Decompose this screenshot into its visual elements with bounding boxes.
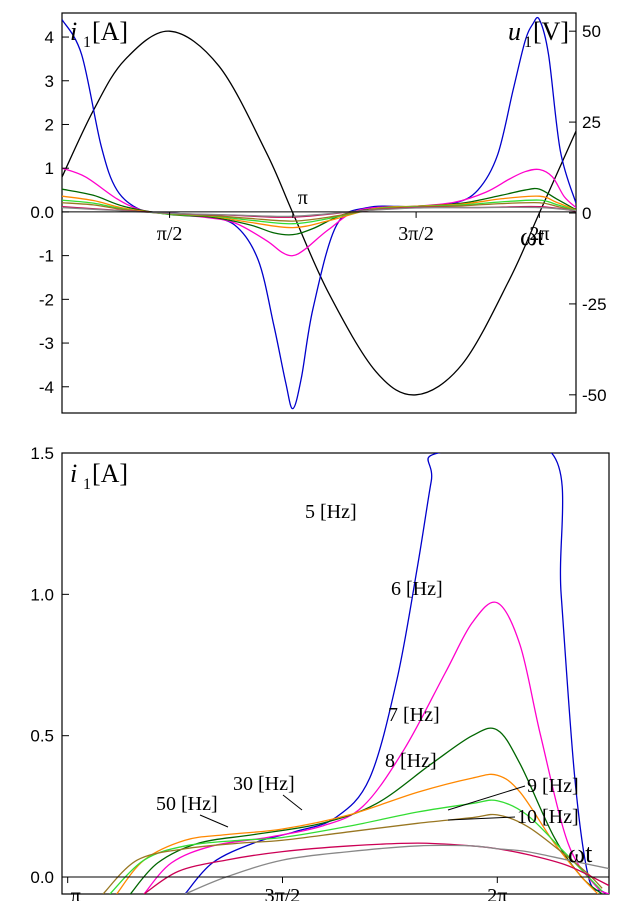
top-y-right-tick-label: -50 [582,386,607,405]
top-chart: 4 3 2 1 0.0 -1 -2 -3 -4 50 25 0 -25 -50 π/2 π 3π/2 2π i 1… [30,12,607,414]
top-y-right-label-symbol: u [508,17,521,46]
top-y-left-tick-label: -2 [39,290,54,309]
top-y-left-label-unit: [A] [92,17,128,46]
top-y-left-label-symbol: i [70,17,77,46]
bottom-x-tick-label: 3π/2 [265,885,301,901]
top-y-left-tick-label: -3 [39,334,54,353]
top-series-line-1 [62,16,576,410]
bottom-y-tick-label: 1.0 [30,585,54,604]
bottom-y-label-symbol: i [70,459,77,488]
top-y-right-tick-label: 25 [582,113,601,132]
bottom-series-line-3 [116,773,599,894]
bottom-plot-frame [61,452,610,895]
top-y-right-tick-label: 0 [582,204,591,223]
top-y-left-tick-label: -4 [39,378,54,397]
top-x-axis-label: ωt [520,222,545,251]
bottom-y-tick-label: 0.0 [30,868,54,887]
top-y-right-label-unit: [V] [533,17,569,46]
leader-9hz [447,785,526,811]
bottom-x-axis-label: ωt [568,839,593,868]
top-y-left-tick-label: 2 [45,115,54,134]
top-x-tick-label: 2π [529,223,549,245]
leader-10hz [447,816,516,821]
annotation-5hz: 5 [Hz] [305,501,357,523]
bottom-series-line-0 [184,453,609,894]
bottom-series-line-5 [102,813,603,894]
top-y-left-label-sub: 1 [83,34,91,51]
annotation-9hz: 9 [Hz] [527,775,579,797]
bottom-y-label-unit: [A] [92,459,128,488]
leader-30hz [282,794,303,811]
bottom-y-label-sub: 1 [83,476,91,493]
top-y-left-tick-label: 4 [45,28,54,47]
top-y-right-label-sub: 1 [524,34,532,51]
annotation-7hz: 7 [Hz] [388,704,440,726]
top-y-left-tick-label: 0.0 [30,203,54,222]
annotation-30hz: 30 [Hz] [233,773,295,795]
top-y-left-tick-label: 3 [45,72,54,91]
top-y-left-tick-label: 1 [45,159,54,178]
annotation-50hz: 50 [Hz] [156,793,218,815]
annotation-6hz: 6 [Hz] [391,578,443,600]
top-series-line-0 [62,30,576,396]
bottom-series-line-1 [143,601,609,894]
bottom-series-line-6 [143,842,609,894]
annotation-10hz: 10 [Hz] [517,806,579,828]
top-x-tick-label: π/2 [157,223,183,245]
top-x-tick-label: 3π/2 [398,223,434,245]
top-plot-frame [61,12,577,414]
bottom-series-line-2 [129,727,603,894]
top-y-right-tick-label: -25 [582,295,607,314]
bottom-series-line-7 [184,844,609,894]
bottom-y-tick-label: 0.5 [30,727,54,746]
bottom-y-tick-label: 1.5 [30,444,54,463]
top-y-right-tick-label: 50 [582,22,601,41]
bottom-chart: 1.5 1.0 0.5 0.0 π 3π/2 2π i 1 [A] ωt 5 [Hz] 6 … [30,444,610,901]
annotation-8hz: 8 [Hz] [385,750,437,772]
leader-50hz [199,814,229,828]
top-y-left-tick-label: -1 [39,247,54,266]
bottom-x-tick-label: π [71,885,81,901]
top-x-tick-label: π [298,187,308,209]
bottom-x-tick-label: 2π [487,885,507,901]
bottom-series-line-4 [109,799,603,894]
